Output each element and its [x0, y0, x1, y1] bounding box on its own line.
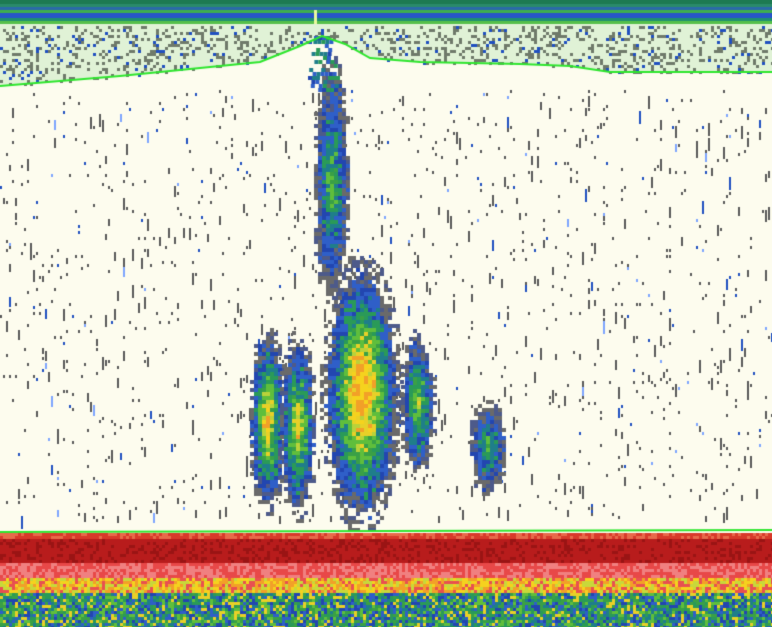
echogram-canvas [0, 0, 772, 627]
echogram-view [0, 0, 772, 627]
